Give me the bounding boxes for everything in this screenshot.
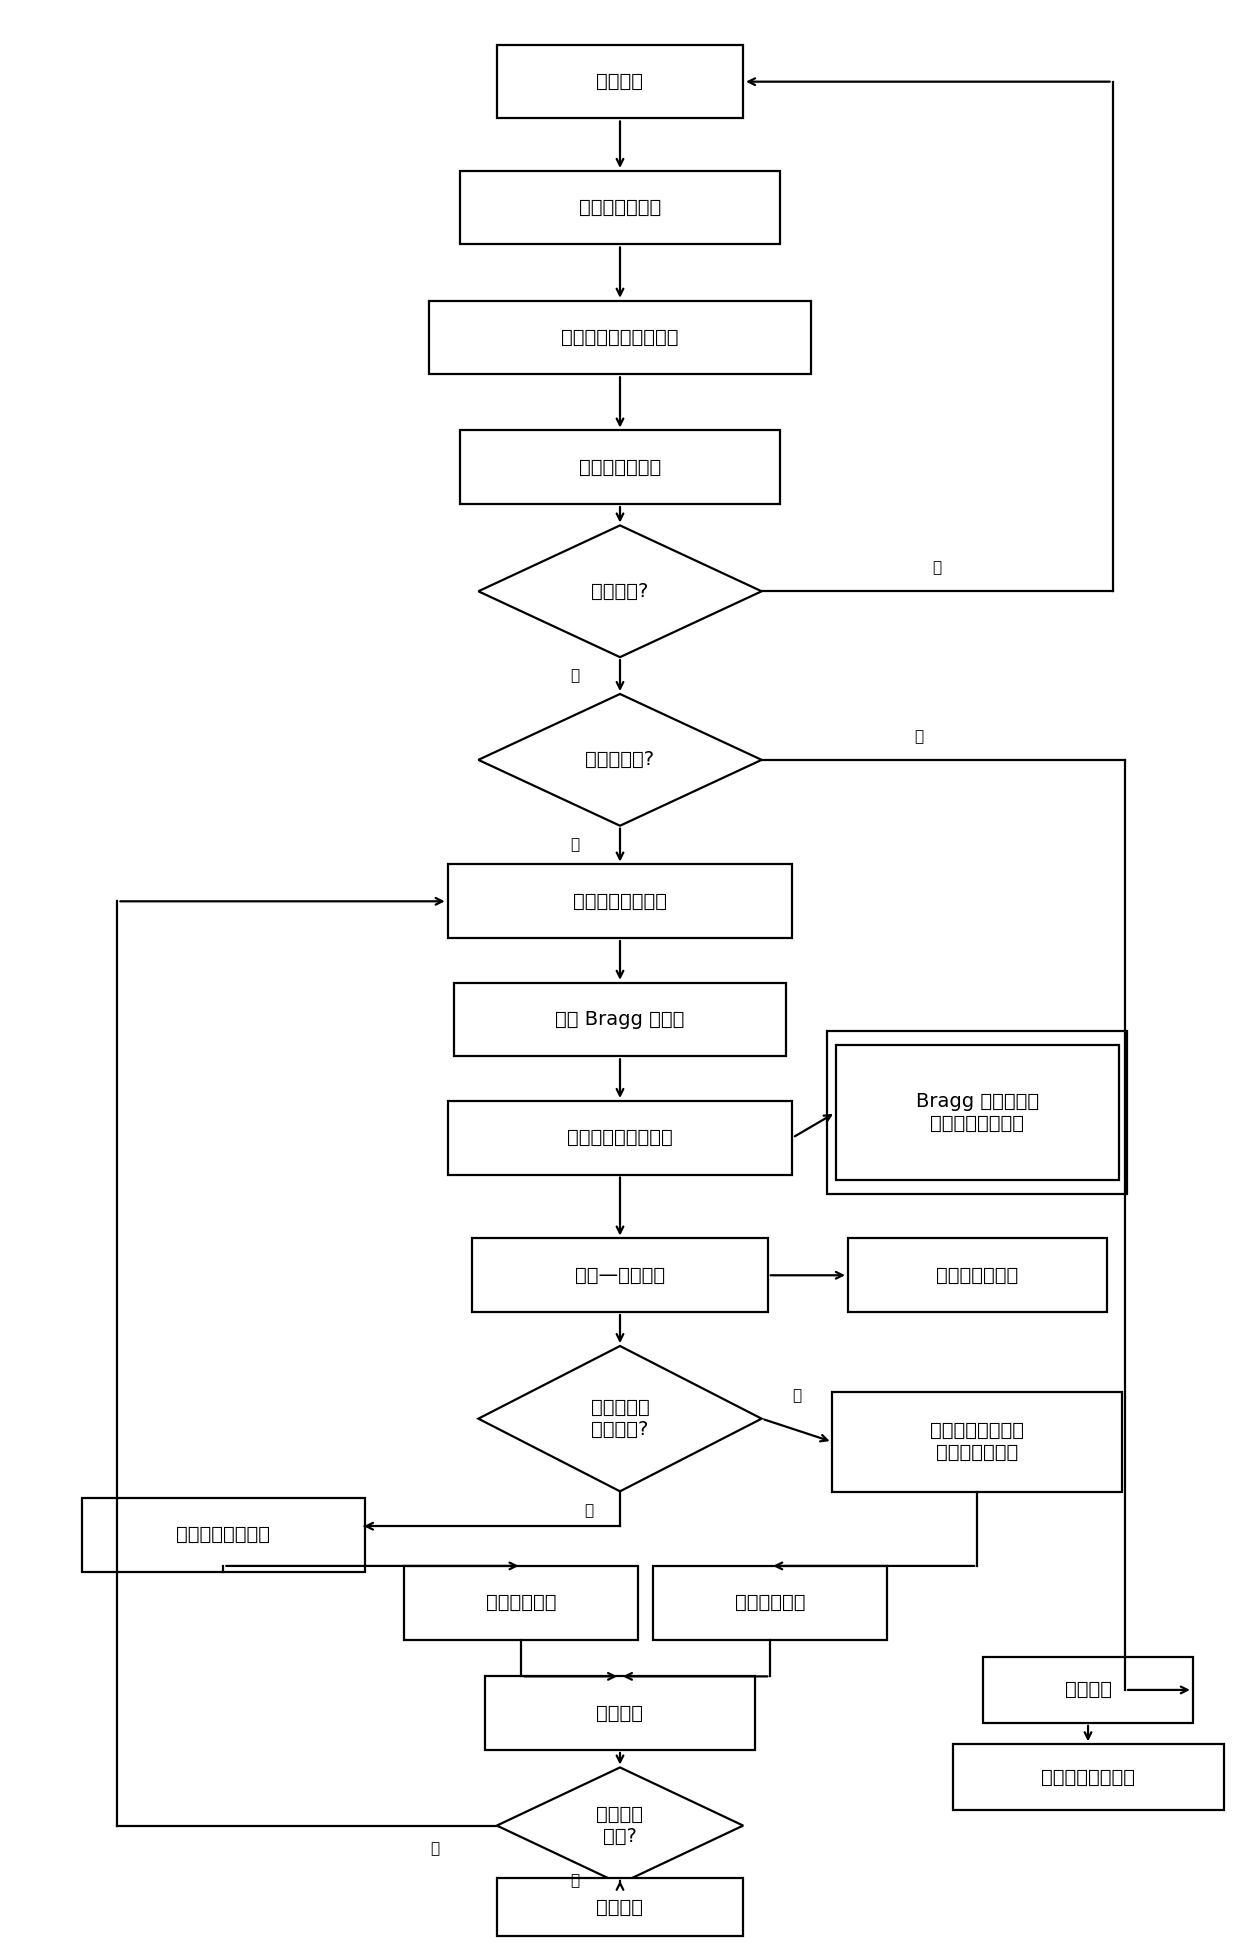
Text: 定时存储模式: 定时存储模式 (486, 1594, 557, 1611)
Bar (497, 45, 743, 119)
Text: 获取外部解调数据: 获取外部解调数据 (573, 891, 667, 911)
Polygon shape (497, 1767, 743, 1884)
Text: 获取峰值及对应波长: 获取峰值及对应波长 (567, 1129, 673, 1148)
Bar (832, 1391, 1122, 1493)
Text: 是: 是 (570, 1874, 579, 1888)
Text: 光栅温度显示图: 光栅温度显示图 (936, 1265, 1018, 1284)
Text: 分析 Bragg 反射谱: 分析 Bragg 反射谱 (556, 1010, 684, 1029)
Text: 否: 否 (430, 1841, 440, 1856)
Text: 是: 是 (570, 837, 579, 852)
Bar (460, 430, 780, 504)
Bar (429, 300, 811, 374)
Polygon shape (479, 525, 761, 658)
Bar (404, 1567, 639, 1640)
Text: 波长—温度转换: 波长—温度转换 (575, 1265, 665, 1284)
Text: Bragg 反射光谱图
峰值信息显示窗口: Bragg 反射光谱图 峰值信息显示窗口 (915, 1092, 1039, 1133)
Bar (485, 1676, 755, 1749)
Text: 显示、告警模块初始化: 显示、告警模块初始化 (562, 329, 678, 346)
Text: 输出错误码及原因: 输出错误码及原因 (1042, 1767, 1135, 1786)
Text: 触发存储模式: 触发存储模式 (735, 1594, 806, 1611)
Text: 数据保存: 数据保存 (596, 1703, 644, 1722)
Bar (983, 1656, 1193, 1722)
Text: 程序结束: 程序结束 (596, 1897, 644, 1917)
Bar (472, 1238, 768, 1312)
Bar (848, 1238, 1106, 1312)
Text: 否: 否 (932, 560, 941, 576)
Bar (448, 864, 792, 938)
Text: 是: 是 (792, 1387, 801, 1403)
Text: 错误处理: 错误处理 (1064, 1681, 1111, 1699)
Text: 控制模块初始化: 控制模块初始化 (579, 198, 661, 218)
Text: 是否有光栅
温度超限?: 是否有光栅 温度超限? (590, 1397, 650, 1440)
Bar (454, 983, 786, 1057)
Text: 否: 否 (584, 1502, 594, 1518)
Text: 点击关闭
按钮?: 点击关闭 按钮? (596, 1806, 644, 1847)
Bar (448, 1101, 792, 1175)
Text: 初始化成功?: 初始化成功? (585, 751, 655, 769)
Text: 否: 否 (914, 730, 924, 743)
Polygon shape (479, 1347, 761, 1491)
Bar (653, 1567, 888, 1640)
Text: 所有告警灯显绿色: 所有告警灯显绿色 (176, 1526, 270, 1545)
Polygon shape (479, 695, 761, 825)
Text: 是: 是 (570, 667, 579, 683)
Text: 存储模块初始化: 存储模块初始化 (579, 457, 661, 477)
Bar (460, 171, 780, 245)
Bar (82, 1498, 365, 1572)
Bar (827, 1031, 1127, 1195)
Text: 点击开始?: 点击开始? (591, 582, 649, 601)
Text: 启动程序: 启动程序 (596, 72, 644, 91)
Text: 对应告警灯变红色
系统发出蜂鸣声: 对应告警灯变红色 系统发出蜂鸣声 (930, 1421, 1024, 1461)
Bar (497, 1878, 743, 1936)
Bar (836, 1045, 1118, 1181)
Bar (952, 1744, 1224, 1810)
